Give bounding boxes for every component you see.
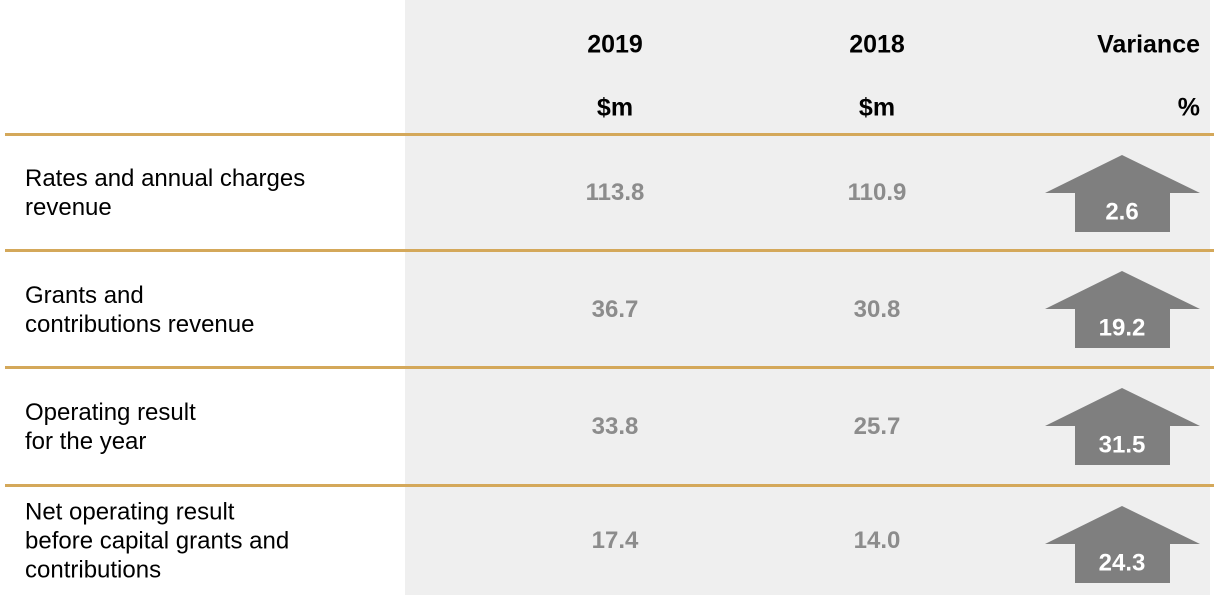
variance-value: 19.2 xyxy=(1099,314,1146,341)
row-label: Operating result for the year xyxy=(25,398,196,456)
column-unit: % xyxy=(1177,93,1200,122)
up-arrow: 31.5 xyxy=(1045,388,1200,465)
cell-value: 33.8 xyxy=(591,413,639,440)
row-divider xyxy=(5,249,1214,252)
row-label-line: Grants and xyxy=(25,281,144,309)
row-label-line: contributions xyxy=(25,556,162,584)
row-label-line: revenue xyxy=(25,194,112,221)
arrow-shape xyxy=(1045,155,1200,232)
row-label-line: Rates and annual charges xyxy=(25,165,306,192)
row-divider xyxy=(5,133,1214,136)
column-unit: $m xyxy=(596,93,634,122)
cell-value: 113.8 xyxy=(585,179,645,206)
row-label: Net operating result before capital grant… xyxy=(25,498,289,585)
row-label: Grants and contributions revenue xyxy=(25,281,254,339)
variance-value: 24.3 xyxy=(1099,549,1146,576)
row-label-line: before capital grants and xyxy=(25,527,290,555)
cell-value: 36.7 xyxy=(591,295,639,323)
cell-value: 110.9 xyxy=(847,179,907,206)
variance-value: 2.6 xyxy=(1105,198,1138,225)
row-label-line: Operating result xyxy=(25,399,196,426)
column-year: 2018 xyxy=(849,30,905,59)
row-label-line: contributions revenue xyxy=(25,310,255,338)
arrow-shape xyxy=(1045,388,1200,465)
up-arrow: 19.2 xyxy=(1045,271,1200,348)
arrow-shape xyxy=(1045,271,1200,348)
row-divider xyxy=(5,484,1214,487)
cell-value: 25.7 xyxy=(853,413,901,440)
cell-value: 17.4 xyxy=(591,527,639,554)
column-year: Variance xyxy=(1097,30,1200,59)
variance-value: 31.5 xyxy=(1099,431,1146,458)
cell-value: 30.8 xyxy=(853,295,901,323)
up-arrow: 24.3 xyxy=(1045,506,1200,583)
column-year: 2019 xyxy=(587,30,643,59)
up-arrow: 2.6 xyxy=(1045,155,1200,232)
row-label-line: Net operating result xyxy=(25,498,235,526)
column-unit: $m xyxy=(858,93,896,122)
row-divider xyxy=(5,366,1214,369)
cell-value: 14.0 xyxy=(853,527,901,554)
row-label-line: for the year xyxy=(25,428,147,455)
row-label: Rates and annual charges revenue xyxy=(25,164,305,222)
arrow-shape xyxy=(1045,506,1200,583)
